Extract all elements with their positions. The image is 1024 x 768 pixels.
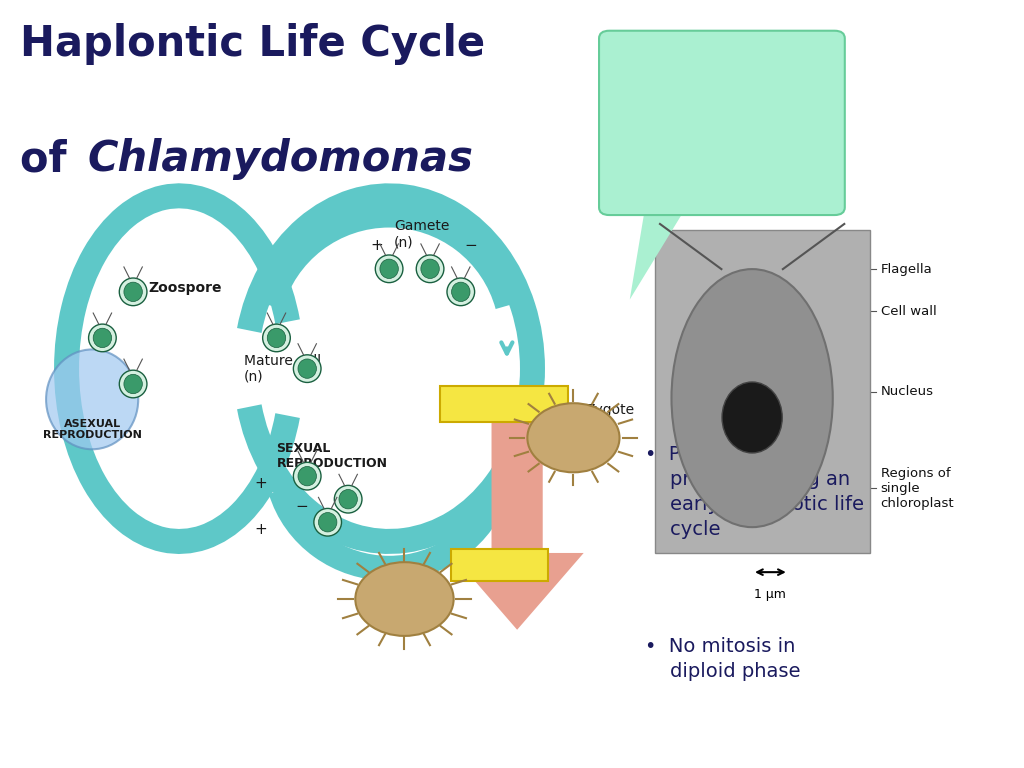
Ellipse shape — [267, 328, 286, 348]
Ellipse shape — [124, 282, 142, 302]
Text: of: of — [20, 138, 82, 180]
Text: •  Photosynthetic
    protist showing an
    early eukaryotic life
    cycle: • Photosynthetic protist showing an earl… — [645, 445, 864, 539]
Ellipse shape — [446, 278, 475, 306]
Text: +: + — [371, 238, 383, 253]
Text: −: − — [296, 499, 308, 515]
Text: FERTILIZATION: FERTILIZATION — [459, 399, 550, 409]
Ellipse shape — [293, 355, 322, 382]
Text: Zygote
(2n): Zygote (2n) — [586, 403, 635, 434]
Text: MEIOSIS: MEIOSIS — [473, 560, 525, 571]
Ellipse shape — [119, 370, 147, 398]
Text: ASEXUAL
REPRODUCTION: ASEXUAL REPRODUCTION — [43, 419, 141, 440]
Ellipse shape — [339, 489, 357, 509]
FancyBboxPatch shape — [599, 31, 845, 215]
Text: Nucleus: Nucleus — [881, 386, 934, 398]
Text: Chlamydomonas: Chlamydomonas — [87, 138, 473, 180]
FancyBboxPatch shape — [655, 230, 870, 553]
Ellipse shape — [452, 282, 470, 302]
FancyBboxPatch shape — [451, 549, 548, 581]
Text: Flagella: Flagella — [881, 263, 933, 276]
Ellipse shape — [119, 278, 147, 306]
Ellipse shape — [298, 466, 316, 486]
Polygon shape — [630, 207, 686, 300]
Ellipse shape — [124, 374, 142, 394]
Ellipse shape — [722, 382, 782, 453]
Ellipse shape — [416, 255, 444, 283]
Text: Mature cell
(n): Mature cell (n) — [244, 353, 321, 384]
Ellipse shape — [293, 462, 322, 490]
Ellipse shape — [318, 512, 337, 532]
Ellipse shape — [672, 269, 833, 527]
Text: Haplontic Life Cycle: Haplontic Life Cycle — [20, 23, 485, 65]
Text: Gamete
(n): Gamete (n) — [394, 219, 450, 250]
Text: +: + — [255, 522, 267, 538]
Text: +: + — [255, 476, 267, 492]
Ellipse shape — [46, 349, 138, 449]
Ellipse shape — [334, 485, 362, 513]
Circle shape — [527, 403, 620, 472]
Ellipse shape — [89, 324, 117, 352]
Text: Resting spore
withstands poor
conditions: Resting spore withstands poor conditions — [649, 93, 795, 153]
Ellipse shape — [298, 359, 316, 379]
Ellipse shape — [421, 259, 439, 279]
Text: Zoospore: Zoospore — [148, 281, 222, 295]
Text: •  No mitosis in
    diploid phase: • No mitosis in diploid phase — [645, 637, 801, 681]
Ellipse shape — [262, 324, 291, 352]
Ellipse shape — [313, 508, 342, 536]
Text: SEXUAL
REPRODUCTION: SEXUAL REPRODUCTION — [276, 442, 387, 469]
Ellipse shape — [93, 328, 112, 348]
Text: Regions of
single
chloroplast: Regions of single chloroplast — [881, 467, 954, 510]
FancyBboxPatch shape — [440, 386, 568, 422]
Text: Cell wall: Cell wall — [881, 305, 936, 317]
Polygon shape — [451, 399, 584, 630]
Circle shape — [355, 562, 454, 636]
Ellipse shape — [375, 255, 403, 283]
Ellipse shape — [380, 259, 398, 279]
Text: 1 μm: 1 μm — [755, 588, 786, 601]
Text: −: − — [465, 238, 477, 253]
